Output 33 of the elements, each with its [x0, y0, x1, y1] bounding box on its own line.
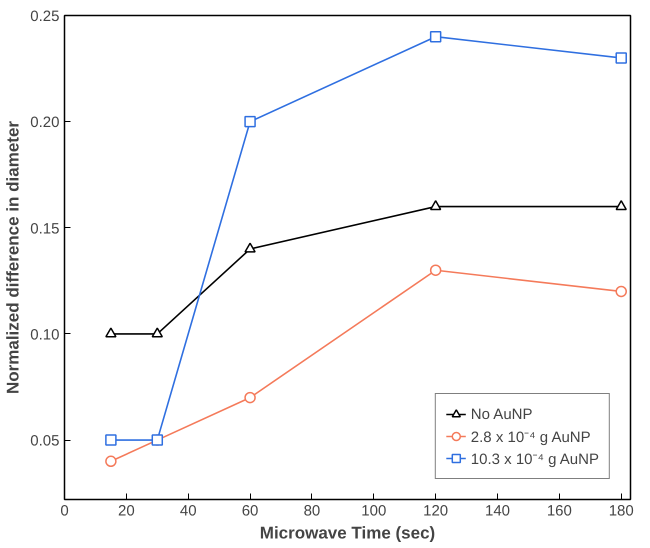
x-tick-label: 100 — [361, 502, 386, 520]
point — [244, 242, 256, 253]
point — [105, 456, 117, 468]
x-tick-label: 0 — [60, 502, 69, 520]
legend-label: 10.3 x 10⁻⁴ g AuNP — [470, 450, 599, 468]
x-tick-label: 140 — [484, 502, 510, 520]
point — [615, 52, 627, 64]
x-tick-label: 120 — [423, 502, 448, 520]
x-tick-label: 160 — [546, 502, 572, 520]
x-tick-label: 40 — [180, 502, 197, 520]
point — [244, 116, 256, 128]
y-tick-label: 0.05 — [30, 432, 60, 450]
y-tick-label: 0.10 — [30, 326, 60, 344]
point — [244, 392, 256, 404]
x-tick-label: 80 — [304, 502, 320, 520]
legend-label: 2.8 x 10⁻⁴ g AuNP — [470, 428, 591, 446]
point — [430, 200, 442, 210]
point — [615, 286, 627, 298]
y-tick-label: 0.25 — [30, 8, 60, 25]
point — [105, 434, 117, 446]
x-tick-label: 60 — [242, 502, 258, 520]
point — [105, 327, 117, 338]
x-tick-label: 180 — [608, 502, 634, 520]
point — [430, 30, 442, 42]
y-tick-label: 0.15 — [30, 220, 60, 238]
point — [430, 264, 442, 276]
legend-label: No AuNP — [470, 406, 532, 422]
x-tick-label: 20 — [118, 502, 135, 520]
point — [615, 200, 627, 210]
point — [152, 327, 164, 338]
x-axis-title: Microwave Time (sec) — [260, 524, 436, 542]
y-tick-label: 0.20 — [30, 114, 60, 132]
y-axis-title: Normalized difference in diameter — [3, 120, 22, 394]
